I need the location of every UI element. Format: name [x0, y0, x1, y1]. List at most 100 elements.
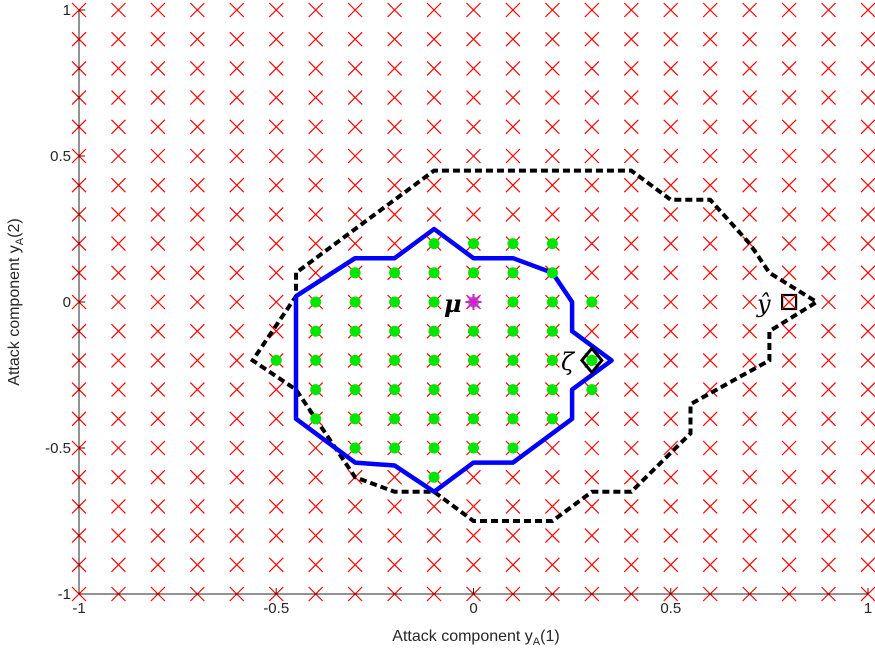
dot-markers	[270, 238, 598, 483]
cross-marker	[505, 60, 521, 76]
cross-marker	[781, 469, 797, 485]
cross-marker	[781, 352, 797, 368]
cross-marker	[505, 90, 521, 106]
cross-marker	[268, 206, 284, 222]
cross-marker	[150, 498, 166, 514]
cross-marker	[308, 440, 324, 456]
cross-marker	[821, 60, 836, 76]
cross-marker	[781, 177, 797, 193]
cross-marker	[821, 469, 836, 485]
cross-marker	[111, 119, 126, 135]
cross-marker	[663, 557, 679, 573]
cross-marker	[663, 265, 679, 281]
cross-marker	[663, 294, 679, 310]
cross-marker	[702, 411, 718, 427]
cross-marker	[702, 90, 718, 106]
cross-marker	[229, 498, 245, 514]
cross-marker	[111, 31, 126, 47]
cross-marker	[781, 265, 797, 281]
cross-marker	[584, 177, 600, 193]
cross-marker	[781, 31, 797, 47]
cross-marker	[229, 31, 245, 47]
cross-marker	[860, 382, 875, 398]
solid-boundary-layer	[293, 226, 614, 495]
cross-marker	[426, 2, 442, 18]
cross-marker	[860, 440, 875, 456]
cross-marker	[111, 148, 126, 164]
x-tick-label: 1	[864, 600, 872, 617]
cross-marker	[466, 90, 481, 106]
cross-marker	[860, 31, 875, 47]
cross-marker	[663, 382, 679, 398]
cross-marker	[347, 119, 363, 135]
cross-marker	[860, 60, 875, 76]
cross-marker	[781, 411, 797, 427]
cross-marker	[229, 352, 245, 368]
cross-marker	[742, 498, 758, 514]
cross-marker	[189, 148, 205, 164]
dot-marker	[468, 442, 479, 454]
cross-marker	[821, 90, 836, 106]
cross-marker	[189, 294, 205, 310]
cross-marker	[347, 148, 363, 164]
cross-marker	[347, 206, 363, 222]
cross-marker	[308, 557, 324, 573]
dot-marker	[428, 471, 440, 483]
cross-marker	[781, 60, 797, 76]
dot-marker	[546, 354, 558, 366]
cross-marker	[387, 2, 403, 18]
cross-marker	[466, 557, 481, 573]
cross-marker	[189, 2, 205, 18]
dot-marker	[507, 267, 519, 279]
cross-marker	[860, 498, 875, 514]
cross-marker	[623, 177, 639, 193]
cross-marker	[821, 206, 836, 222]
cross-marker	[742, 294, 758, 310]
cross-marker	[584, 236, 600, 252]
y-tick-label: 0.5	[50, 148, 71, 165]
dot-marker	[428, 325, 440, 337]
cross-marker	[821, 31, 836, 47]
cross-marker	[150, 31, 166, 47]
cross-marker	[387, 498, 403, 514]
dot-marker	[349, 325, 361, 337]
cross-marker	[387, 206, 403, 222]
cross-marker	[584, 440, 600, 456]
cross-marker	[308, 265, 324, 281]
cross-marker	[584, 31, 600, 47]
cross-marker	[742, 31, 758, 47]
dot-marker	[389, 413, 401, 425]
cross-marker	[189, 557, 205, 573]
cross-marker	[544, 177, 560, 193]
cross-marker	[860, 528, 875, 544]
cross-marker	[268, 2, 284, 18]
cross-marker	[821, 440, 836, 456]
cross-marker	[821, 557, 836, 573]
cross-marker	[347, 236, 363, 252]
cross-marker	[308, 528, 324, 544]
cross-marker	[781, 90, 797, 106]
cross-marker	[781, 148, 797, 164]
cross-marker	[111, 265, 126, 281]
cross-marker	[189, 31, 205, 47]
cross-marker	[860, 294, 875, 310]
cross-marker	[268, 557, 284, 573]
yhat-cross-marker	[781, 294, 797, 310]
cross-marker	[702, 352, 718, 368]
cross-marker	[150, 2, 166, 18]
cross-marker	[308, 498, 324, 514]
cross-marker	[229, 90, 245, 106]
cross-marker	[702, 557, 718, 573]
cross-marker	[702, 148, 718, 164]
cross-marker	[584, 557, 600, 573]
cross-marker	[742, 177, 758, 193]
cross-marker	[426, 148, 442, 164]
cross-marker	[544, 60, 560, 76]
cross-marker	[505, 119, 521, 135]
cross-marker	[821, 236, 836, 252]
cross-marker	[742, 528, 758, 544]
dot-marker	[507, 296, 519, 308]
cross-marker	[663, 469, 679, 485]
cross-marker	[663, 498, 679, 514]
cross-marker	[663, 2, 679, 18]
